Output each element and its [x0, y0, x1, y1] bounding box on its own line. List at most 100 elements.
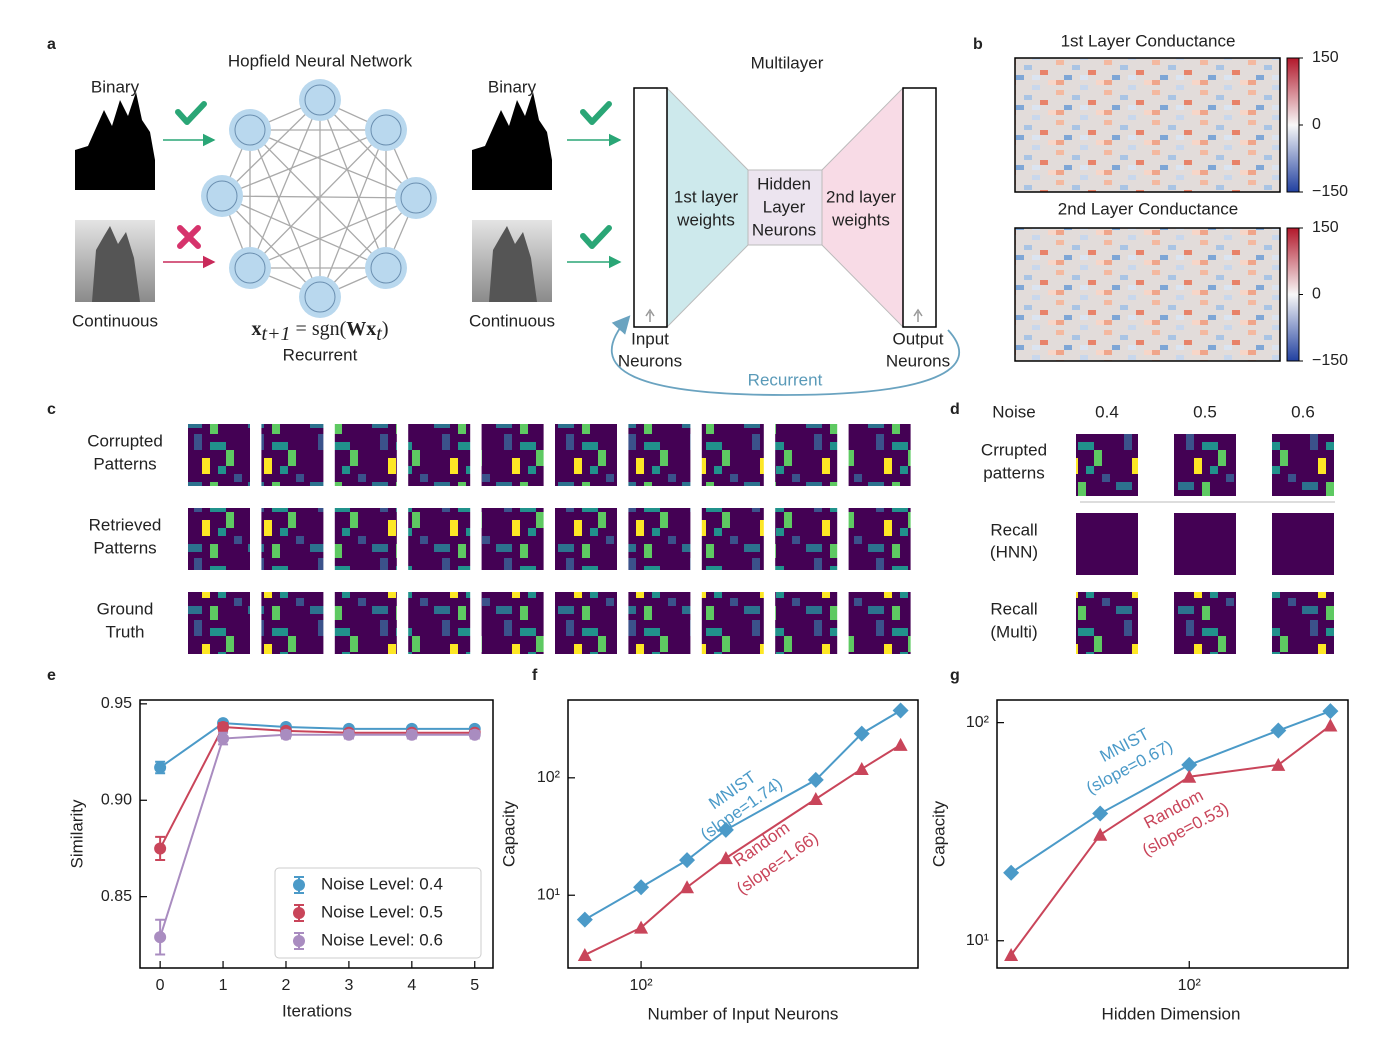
check-icon — [175, 101, 207, 125]
row-label: patterns — [983, 463, 1044, 482]
series-line — [1010, 710, 1331, 874]
digit-image — [481, 508, 544, 570]
hidden-label: Neurons — [752, 220, 816, 239]
legend-swatch — [293, 879, 305, 891]
marker — [1270, 722, 1287, 739]
node — [234, 252, 266, 284]
digit-image — [408, 508, 471, 570]
y-tick-label: 10² — [537, 769, 561, 786]
marker — [279, 728, 292, 741]
eq-part: t — [376, 323, 382, 345]
series-line — [159, 722, 475, 769]
edge — [221, 195, 417, 199]
digit-image — [701, 592, 764, 654]
marker — [342, 728, 355, 741]
digit-image — [1174, 434, 1236, 496]
digit-image — [1076, 434, 1138, 496]
marker — [1182, 769, 1197, 783]
row-label: Patterns — [93, 454, 156, 473]
heatmap — [1014, 227, 1281, 362]
x-axis-label: Iterations — [282, 1001, 352, 1020]
y-tick-label: 10² — [966, 714, 990, 731]
digit-image — [848, 508, 911, 570]
weights-1 — [666, 86, 749, 329]
y-tick-label: 0.90 — [101, 791, 132, 808]
weights-label: 1st layer — [674, 187, 739, 206]
marker — [634, 920, 649, 934]
marker — [1181, 756, 1198, 773]
edge — [249, 129, 387, 269]
edge — [249, 129, 321, 298]
continuous-label: Continuous — [72, 311, 158, 330]
digit-image — [334, 424, 397, 486]
y-tick-label: 0.85 — [101, 888, 132, 905]
row-label: Patterns — [93, 538, 156, 557]
y-tick-label: 0.95 — [101, 695, 132, 712]
continuous-image-detail — [92, 226, 140, 302]
marker — [718, 851, 733, 865]
row-label: Recall — [990, 520, 1037, 539]
multilayer-title: Multilayer — [751, 53, 824, 72]
panel-label: d — [950, 401, 960, 418]
recurrent-label: Recurrent — [748, 370, 823, 389]
marker — [892, 702, 909, 719]
noise-level: 0.6 — [1291, 402, 1315, 421]
digit-image — [1272, 513, 1334, 575]
digit-image — [775, 508, 838, 570]
hidden-layer — [747, 169, 823, 246]
digit-image — [1076, 592, 1138, 654]
digit-image — [188, 424, 250, 486]
marker — [154, 842, 167, 855]
marker — [217, 720, 230, 733]
marker — [808, 792, 823, 806]
node — [234, 114, 266, 146]
legend-label: Noise Level: 0.6 — [321, 930, 443, 949]
weights-label: weights — [676, 210, 735, 229]
digit-image — [1174, 513, 1236, 575]
digit-image — [1174, 592, 1236, 654]
marker — [1271, 757, 1286, 771]
marker — [1322, 703, 1339, 720]
noise-level: 0.5 — [1193, 402, 1217, 421]
digit-image — [481, 424, 544, 486]
y-axis-label: Similarity — [67, 799, 86, 868]
edge — [249, 99, 321, 269]
colorbar — [1286, 57, 1300, 193]
digit-image — [775, 424, 838, 486]
row-label: (Multi) — [990, 622, 1037, 641]
colorbar-tick-label: 150 — [1312, 219, 1339, 236]
row-label: (HNN) — [990, 542, 1038, 561]
binary-image — [472, 92, 552, 190]
digit-image — [1272, 592, 1334, 654]
weights-label: 2nd layer — [826, 187, 896, 206]
hopfield-graph — [201, 79, 437, 318]
row-label: Recall — [990, 599, 1037, 618]
plot-frame — [996, 699, 1349, 969]
weights-label: weights — [831, 210, 890, 229]
binary-label: Binary — [91, 77, 140, 96]
recurrent-arrow — [610, 315, 960, 396]
check-icon — [580, 225, 612, 249]
eq-part: Wx — [346, 318, 376, 340]
hopfield-title: Hopfield Neural Network — [228, 51, 413, 70]
digit-image — [408, 424, 471, 486]
hidden-label: Hidden — [757, 174, 811, 193]
x-tick-label: 4 — [407, 977, 416, 994]
digit-image — [188, 508, 250, 570]
output-layer — [902, 87, 937, 328]
edge — [221, 129, 387, 197]
input-label: Input — [631, 329, 669, 348]
x-axis-label: Hidden Dimension — [1102, 1004, 1241, 1023]
y-tick-label: 10¹ — [537, 886, 560, 903]
marker — [576, 911, 593, 928]
noise-level: 0.4 — [1095, 402, 1119, 421]
marker — [717, 821, 734, 838]
digit-image — [261, 592, 324, 654]
equation: xt+1 = sgn(Wxt) — [251, 318, 388, 345]
marker — [1092, 805, 1109, 822]
marker — [405, 728, 418, 741]
colorbar-tick-label: 150 — [1312, 49, 1339, 66]
row-label: Ground — [97, 599, 154, 618]
edge — [249, 129, 417, 199]
binary-image — [75, 92, 155, 190]
